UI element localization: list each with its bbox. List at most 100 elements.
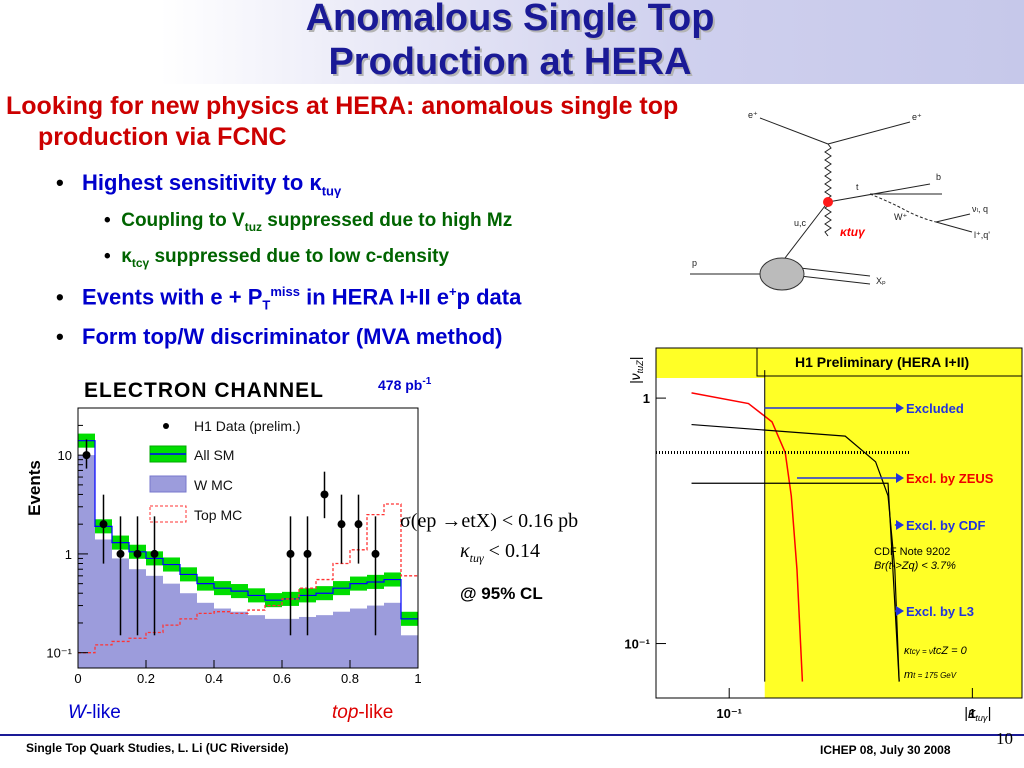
w-mc-bar (333, 611, 350, 668)
feynman-line (935, 221, 973, 233)
svg-text:Top MC: Top MC (194, 507, 242, 523)
w-mc-bar (180, 593, 197, 668)
bullet-dot-icon: • (56, 284, 64, 310)
svg-text:Xₚ: Xₚ (876, 276, 886, 286)
data-point (99, 520, 108, 529)
svg-text:H1 Preliminary (HERA I+II): H1 Preliminary (HERA I+II) (795, 354, 969, 370)
limit-x-axis-label: |κtuγ| (964, 705, 991, 723)
histogram-plot-area: 0 0.2 0.4 0.6 0.8 1 10 1 10⁻¹ (46, 407, 422, 686)
legend-data-marker (163, 423, 169, 429)
histogram-legend: H1 Data (prelim.) All SM W MC Top MC (149, 418, 301, 523)
param-couplings: κtcγ = νtcZ = 0 (904, 645, 968, 657)
legend-w-swatch (149, 475, 187, 493)
bullet-sensitivity: • Highest sensitivity to κtuγ (56, 170, 342, 199)
arrow-head-icon (896, 520, 904, 530)
data-point (320, 490, 329, 499)
data-point (371, 549, 380, 558)
feynman-diagram: e⁺ e⁺ t b W⁺ u,c νₗ, q l⁺,q' p Xₚ κtuγ (690, 110, 990, 291)
arrow-head-icon (896, 473, 904, 483)
w-mc-bar (197, 602, 214, 668)
x-tick-label: 0.2 (137, 671, 155, 686)
param-top-mass: mt = 175 GeV (904, 669, 957, 681)
svg-text:e⁺: e⁺ (748, 110, 758, 120)
feynman-line (784, 201, 829, 259)
data-point (354, 520, 363, 529)
cdf-curve (691, 423, 900, 682)
title-band (160, 0, 1024, 84)
limit-y-tick-label: 1 (643, 391, 650, 406)
x-tick-label: 0.6 (273, 671, 291, 686)
feynman-line (799, 267, 871, 277)
w-mc-bar (299, 616, 316, 668)
data-point (133, 549, 142, 558)
page-number: 10 (996, 729, 1013, 748)
slide-headline: Looking for new physics at HERA: anomalo… (6, 92, 679, 151)
bullet-dot-icon: • (56, 324, 64, 349)
x-tick-label: 0.4 (205, 671, 223, 686)
arrow-head-icon (896, 403, 904, 413)
limit-y-axis-label: |νtuZ| (627, 357, 645, 384)
cdf-br: Br(t->Zq) < 3.7% (874, 560, 956, 572)
bullet-dot-icon: • (104, 210, 111, 231)
data-point (116, 549, 125, 558)
svg-text:H1 Data (prelim.): H1 Data (prelim.) (194, 418, 301, 434)
feynman-line (799, 275, 871, 285)
bullet-dot-icon: • (56, 170, 64, 195)
w-boson-line (869, 193, 937, 223)
y-tick-label: 10 (58, 448, 72, 463)
top-like-label: top-like (332, 702, 393, 723)
feynman-line (935, 213, 971, 223)
feynman-line (827, 121, 911, 145)
limit-plot-title-box (756, 347, 1023, 377)
proton-blob (759, 257, 805, 291)
slide-title-line2: Production at HERA (328, 41, 692, 83)
w-mc-bar (78, 455, 95, 668)
data-point (286, 549, 295, 558)
svg-text:t: t (856, 182, 859, 192)
footer-author: Single Top Quark Studies, L. Li (UC Rive… (26, 741, 289, 755)
y-tick-label: 1 (65, 547, 72, 562)
svg-text:u,c: u,c (794, 218, 807, 228)
zeus-label: Excl. by ZEUS (906, 471, 994, 486)
svg-text:l⁺,q': l⁺,q' (974, 230, 990, 240)
x-tick-label: 0.8 (341, 671, 359, 686)
w-mc-bar (282, 618, 299, 668)
confidence-level: @ 95% CL (460, 584, 543, 603)
feynman-line (827, 183, 931, 203)
sub-bullet-coupling: • Coupling to Vtuz suppressed due to hig… (104, 210, 513, 234)
w-like-label: W-like (68, 702, 121, 723)
svg-text:W⁺: W⁺ (894, 212, 907, 222)
svg-text:W MC: W MC (194, 477, 233, 493)
svg-text:All SM: All SM (194, 447, 234, 463)
svg-text:b: b (936, 172, 941, 182)
limit-curves: 10⁻¹ 1 1 10⁻¹ (624, 347, 1023, 721)
limit-y-tick-label: 10⁻¹ (624, 637, 650, 652)
l3-label: Excl. by L3 (906, 604, 974, 619)
w-mc-bar (214, 608, 231, 668)
coupling-limit: κtuγ < 0.14 (460, 540, 540, 565)
arrow-head-icon (896, 606, 904, 616)
electron-channel-histogram: ELECTRON CHANNEL 478 pb-1 Events 0 0.2 0.4… (25, 376, 432, 723)
svg-text:νₗ, q: νₗ, q (972, 204, 988, 214)
x-tick-label: 0 (74, 671, 81, 686)
data-point (303, 549, 312, 558)
data-point (337, 520, 346, 529)
cdf-note: CDF Note 9202 (874, 546, 950, 558)
photon-line (824, 143, 832, 237)
legend-top-swatch (149, 505, 187, 523)
feynman-line (759, 117, 829, 145)
w-mc-bar (265, 618, 282, 668)
bullet-discriminator: • Form top/W discriminator (MVA method) (56, 324, 503, 349)
w-mc-bar (316, 615, 333, 668)
w-mc-bar (231, 611, 248, 668)
limit-x-tick-label: 10⁻¹ (716, 706, 742, 721)
histogram-frame (77, 407, 419, 669)
w-mc-bar (401, 635, 418, 668)
w-mc-bar (163, 583, 180, 668)
coupling-label: κtuγ (840, 225, 866, 239)
w-mc-bar (350, 608, 367, 668)
slide-title: Anomalous Single Top Production at HERA (200, 0, 820, 84)
footer-rule (0, 734, 1024, 736)
bullet-events: • Events with e + PTmiss in HERA I+II e+… (56, 284, 522, 313)
bullet-dot-icon: • (104, 246, 111, 267)
